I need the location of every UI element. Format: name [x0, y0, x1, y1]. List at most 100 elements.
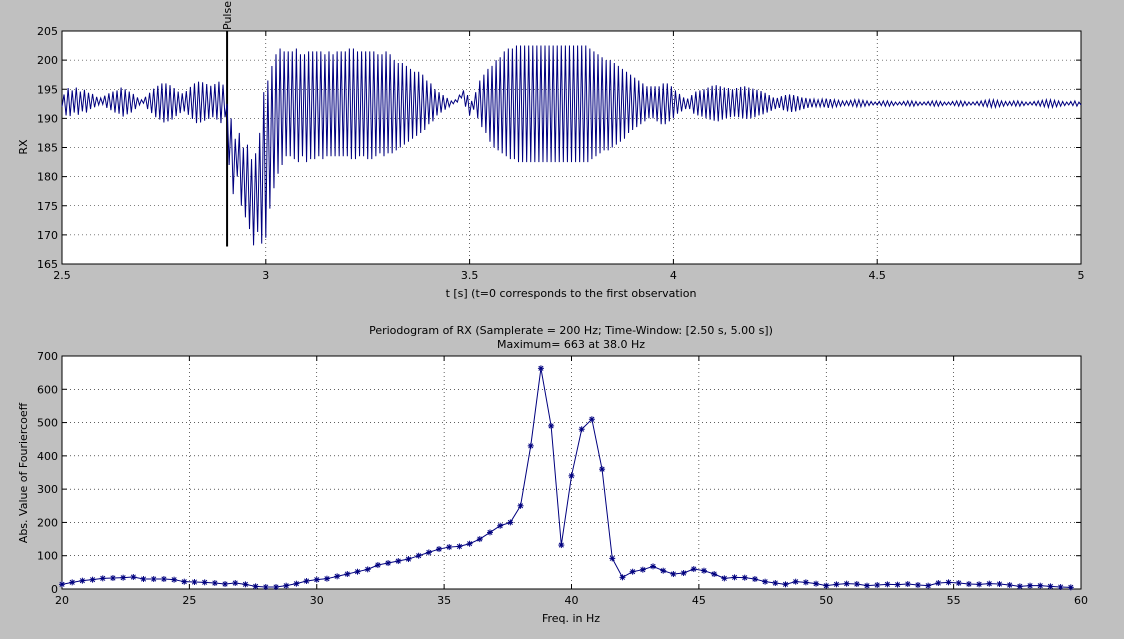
periodogram-point — [874, 582, 881, 589]
periodogram-point — [272, 584, 279, 590]
pulse-label: Pulse — [221, 1, 234, 30]
periodogram-point — [364, 566, 371, 573]
periodogram-point — [965, 581, 972, 588]
periodogram-point — [222, 581, 229, 588]
time-plot-ticks: 2.5 3 3.5 4 4.5 5 165 170 175 180 185 190 195 200 205 — [37, 25, 1085, 282]
periodogram-point — [323, 575, 330, 582]
freq-y-tick-label: 200 — [37, 516, 58, 529]
periodogram-point — [619, 574, 626, 581]
time-plot-x-label: t [s] (t=0 corresponds to the first obse… — [446, 287, 697, 300]
periodogram-point — [1047, 583, 1054, 590]
pulse-annotation: Pulse — [221, 1, 234, 247]
periodogram-point — [935, 580, 942, 587]
time-y-tick-label: 170 — [37, 229, 58, 242]
periodogram-point — [639, 566, 646, 573]
periodogram-point — [476, 536, 483, 543]
periodogram-point — [833, 581, 840, 588]
periodogram-point — [558, 542, 565, 549]
periodogram-point — [425, 549, 432, 556]
periodogram-point — [670, 571, 677, 578]
periodogram-point — [660, 567, 667, 574]
periodogram-point — [996, 581, 1003, 588]
periodogram-point — [1037, 582, 1044, 589]
freq-x-tick-label: 50 — [819, 594, 833, 607]
periodogram-point — [629, 568, 636, 575]
periodogram-point — [650, 563, 657, 570]
periodogram-point — [517, 502, 524, 509]
periodogram-point — [813, 580, 820, 587]
periodogram-point — [334, 573, 341, 580]
periodogram-point — [609, 555, 616, 562]
time-y-tick-label: 165 — [37, 258, 58, 271]
periodogram-point — [507, 519, 514, 526]
freq-y-tick-label: 0 — [51, 583, 58, 596]
periodogram-point — [843, 580, 850, 587]
periodogram-point — [762, 578, 769, 585]
periodogram-point — [721, 575, 728, 582]
freq-y-tick-label: 500 — [37, 417, 58, 430]
periodogram-point — [904, 581, 911, 588]
time-plot-y-label: RX — [17, 139, 30, 155]
periodogram-subtitle: Maximum= 663 at 38.0 Hz — [497, 338, 645, 351]
freq-x-tick-label: 60 — [1074, 594, 1088, 607]
periodogram-point — [456, 543, 463, 550]
periodogram-point — [120, 574, 127, 581]
periodogram-point — [446, 544, 453, 551]
periodogram-point — [109, 575, 116, 582]
periodogram-point — [242, 581, 249, 588]
time-x-tick-label: 4 — [670, 269, 677, 282]
periodogram-point — [59, 581, 65, 588]
rx-signal-line — [61, 45, 1082, 246]
periodogram-point — [262, 584, 269, 590]
periodogram-point — [395, 558, 402, 565]
periodogram-y-label: Abs. Value of Fouriercoeff — [17, 402, 30, 543]
periodogram-point — [741, 574, 748, 581]
periodogram-point — [201, 579, 208, 586]
periodogram-point — [864, 582, 871, 589]
time-x-tick-label: 2.5 — [53, 269, 71, 282]
periodogram-point — [894, 581, 901, 588]
time-y-tick-label: 185 — [37, 142, 58, 155]
periodogram-point — [599, 466, 606, 473]
time-y-tick-label: 175 — [37, 200, 58, 213]
periodogram-point — [853, 581, 860, 588]
freq-x-tick-label: 25 — [182, 594, 196, 607]
periodogram-point — [415, 552, 422, 559]
periodogram-point — [69, 579, 76, 586]
periodogram-point — [385, 560, 392, 567]
periodogram-point — [211, 580, 218, 587]
periodogram-point — [914, 582, 921, 589]
periodogram-point — [925, 582, 932, 589]
periodogram-point — [537, 365, 544, 372]
freq-x-tick-label: 30 — [310, 594, 324, 607]
periodogram-grid — [61, 355, 1082, 590]
time-y-tick-label: 200 — [37, 54, 58, 67]
periodogram-point — [171, 576, 178, 583]
periodogram-point — [711, 571, 718, 578]
periodogram-point — [191, 579, 198, 586]
periodogram-point — [160, 576, 167, 583]
freq-y-tick-label: 400 — [37, 450, 58, 463]
periodogram-point — [374, 562, 381, 569]
freq-y-tick-label: 100 — [37, 550, 58, 563]
periodogram-title: Periodogram of RX (Samplerate = 200 Hz; … — [369, 324, 773, 337]
periodogram-point — [884, 581, 891, 588]
periodogram-point — [344, 571, 351, 578]
freq-x-tick-label: 20 — [55, 594, 69, 607]
time-x-tick-label: 5 — [1078, 269, 1085, 282]
time-x-tick-label: 3 — [262, 269, 269, 282]
freq-x-tick-label: 55 — [947, 594, 961, 607]
periodogram-point — [1006, 582, 1013, 589]
periodogram-plot: Periodogram of RX (Samplerate = 200 Hz; … — [17, 324, 1088, 625]
periodogram-point — [140, 576, 147, 583]
periodogram-point — [690, 566, 697, 573]
periodogram-point — [466, 540, 473, 547]
time-y-tick-label: 190 — [37, 112, 58, 125]
periodogram-point — [792, 578, 799, 585]
time-x-tick-label: 4.5 — [868, 269, 886, 282]
freq-y-tick-label: 700 — [37, 350, 58, 363]
periodogram-point — [802, 579, 809, 586]
time-y-tick-label: 195 — [37, 83, 58, 96]
